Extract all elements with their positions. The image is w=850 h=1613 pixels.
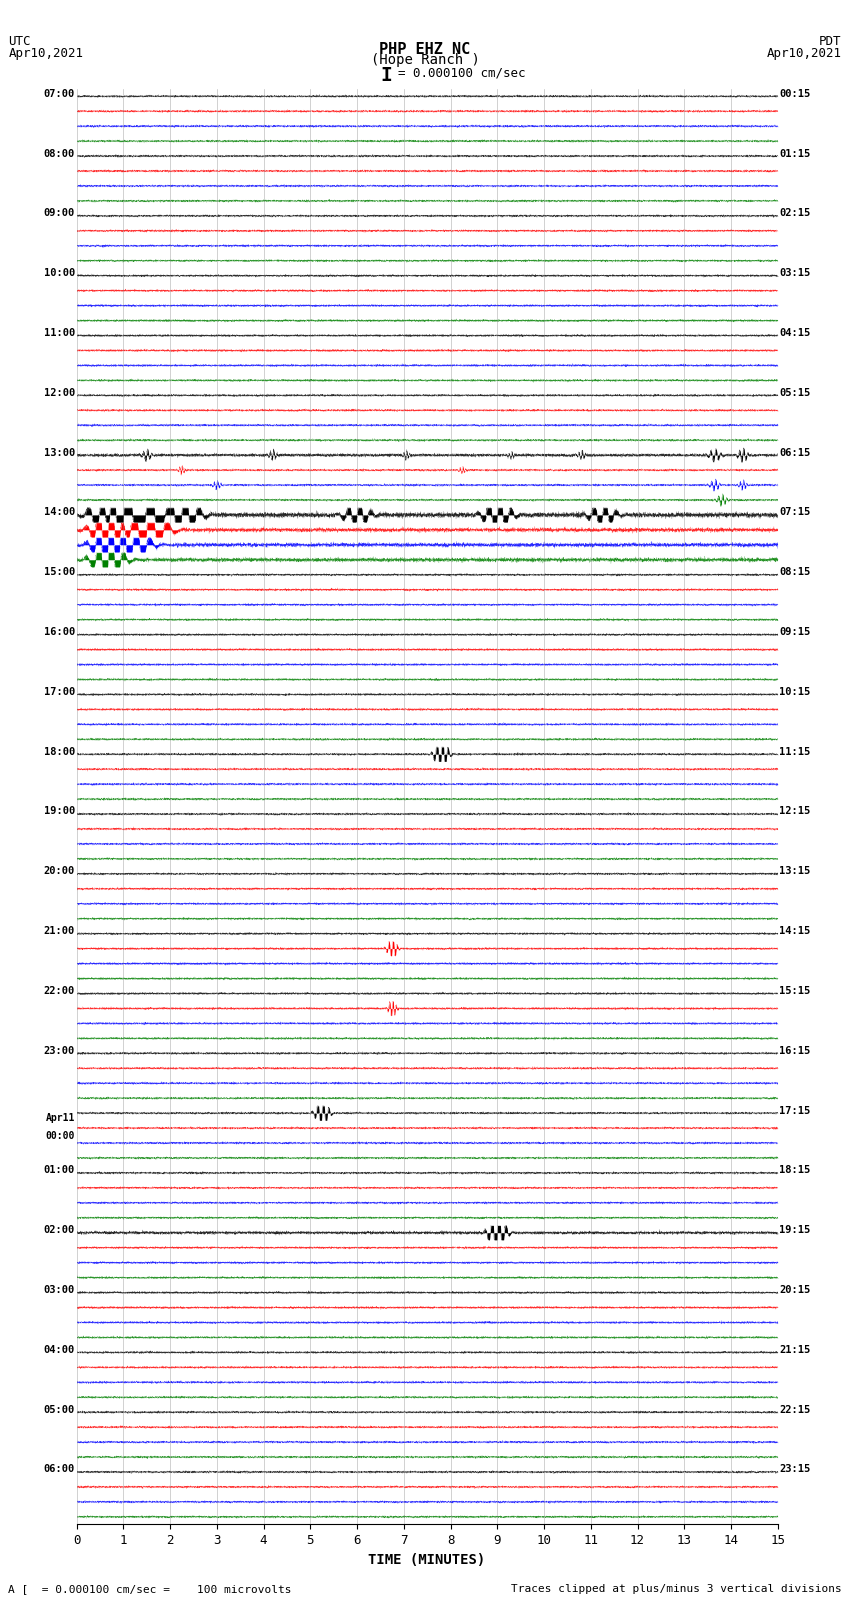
Text: 23:15: 23:15 <box>779 1465 810 1474</box>
Text: 18:00: 18:00 <box>44 747 75 756</box>
Text: 11:00: 11:00 <box>44 327 75 339</box>
Text: 17:15: 17:15 <box>779 1105 810 1116</box>
Text: 12:15: 12:15 <box>779 806 810 816</box>
Text: 13:15: 13:15 <box>779 866 810 876</box>
Text: 20:15: 20:15 <box>779 1286 810 1295</box>
Text: 15:15: 15:15 <box>779 986 810 995</box>
Text: 18:15: 18:15 <box>779 1165 810 1176</box>
Text: I: I <box>381 66 393 85</box>
Text: Apr11: Apr11 <box>46 1113 75 1123</box>
Text: 00:15: 00:15 <box>779 89 810 98</box>
Text: 19:00: 19:00 <box>44 806 75 816</box>
Text: Apr10,2021: Apr10,2021 <box>767 47 842 60</box>
Text: 10:00: 10:00 <box>44 268 75 277</box>
Text: 06:00: 06:00 <box>44 1465 75 1474</box>
Text: Traces clipped at plus/minus 3 vertical divisions: Traces clipped at plus/minus 3 vertical … <box>511 1584 842 1594</box>
Text: 14:00: 14:00 <box>44 508 75 518</box>
Text: 00:00: 00:00 <box>46 1131 75 1142</box>
Text: 09:00: 09:00 <box>44 208 75 218</box>
Text: (Hope Ranch ): (Hope Ranch ) <box>371 53 479 68</box>
Text: 03:15: 03:15 <box>779 268 810 277</box>
Text: 02:00: 02:00 <box>44 1226 75 1236</box>
Text: 09:15: 09:15 <box>779 627 810 637</box>
Text: 04:15: 04:15 <box>779 327 810 339</box>
Text: 07:00: 07:00 <box>44 89 75 98</box>
Text: 21:15: 21:15 <box>779 1345 810 1355</box>
Text: 13:00: 13:00 <box>44 448 75 458</box>
Text: 22:15: 22:15 <box>779 1405 810 1415</box>
Text: 19:15: 19:15 <box>779 1226 810 1236</box>
Text: 11:15: 11:15 <box>779 747 810 756</box>
Text: 08:00: 08:00 <box>44 148 75 158</box>
Text: 10:15: 10:15 <box>779 687 810 697</box>
Text: 14:15: 14:15 <box>779 926 810 936</box>
Text: 21:00: 21:00 <box>44 926 75 936</box>
Text: PDT: PDT <box>819 35 842 48</box>
Text: PHP EHZ NC: PHP EHZ NC <box>379 42 471 56</box>
Text: 03:00: 03:00 <box>44 1286 75 1295</box>
Text: 08:15: 08:15 <box>779 568 810 577</box>
Text: 07:15: 07:15 <box>779 508 810 518</box>
Text: 17:00: 17:00 <box>44 687 75 697</box>
Text: 12:00: 12:00 <box>44 387 75 398</box>
X-axis label: TIME (MINUTES): TIME (MINUTES) <box>369 1553 485 1566</box>
Text: Apr10,2021: Apr10,2021 <box>8 47 83 60</box>
Text: 15:00: 15:00 <box>44 568 75 577</box>
Text: 22:00: 22:00 <box>44 986 75 995</box>
Text: 16:00: 16:00 <box>44 627 75 637</box>
Text: 06:15: 06:15 <box>779 448 810 458</box>
Text: 16:15: 16:15 <box>779 1045 810 1057</box>
Text: 04:00: 04:00 <box>44 1345 75 1355</box>
Text: 02:15: 02:15 <box>779 208 810 218</box>
Text: 05:00: 05:00 <box>44 1405 75 1415</box>
Text: 23:00: 23:00 <box>44 1045 75 1057</box>
Text: = 0.000100 cm/sec: = 0.000100 cm/sec <box>398 66 525 79</box>
Text: UTC: UTC <box>8 35 31 48</box>
Text: 01:00: 01:00 <box>44 1165 75 1176</box>
Text: A [  = 0.000100 cm/sec =    100 microvolts: A [ = 0.000100 cm/sec = 100 microvolts <box>8 1584 292 1594</box>
Text: 05:15: 05:15 <box>779 387 810 398</box>
Text: 20:00: 20:00 <box>44 866 75 876</box>
Text: 01:15: 01:15 <box>779 148 810 158</box>
